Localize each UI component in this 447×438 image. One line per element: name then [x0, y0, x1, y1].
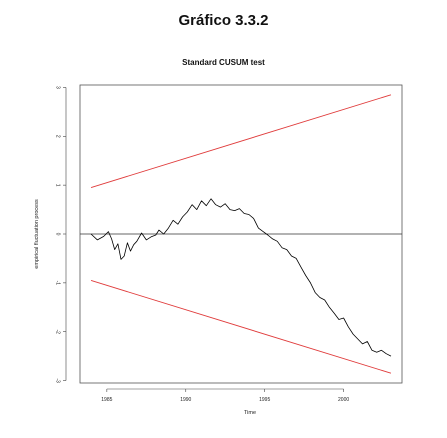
cusum-series-line — [90, 198, 392, 357]
x-tick-label: 1995 — [259, 397, 270, 403]
x-tick-label: 1985 — [101, 397, 112, 403]
upper-boundary-line — [90, 94, 392, 189]
y-tick-label: -2 — [55, 329, 61, 334]
x-axis-label: Time — [244, 410, 256, 416]
x-tick-label: 1990 — [180, 397, 191, 403]
y-tick-label: 1 — [55, 184, 61, 187]
boundary-lines — [90, 94, 392, 374]
y-tick-label: 3 — [55, 86, 61, 89]
y-axis: -3 -2 -1 0 1 2 3 — [55, 86, 67, 383]
lower-boundary-line — [90, 279, 392, 374]
y-tick-label: 2 — [55, 135, 61, 138]
chart-title: Standard CUSUM test — [182, 58, 265, 67]
y-tick-label: -3 — [55, 378, 61, 383]
y-tick-label: 0 — [55, 233, 61, 236]
y-tick-label: -1 — [55, 281, 61, 286]
figure-title: Gráfico 3.3.2 — [178, 12, 269, 29]
x-tick-label: 2000 — [338, 397, 349, 403]
series-group — [90, 198, 392, 357]
y-axis-label: empirical fluctuation process — [34, 199, 40, 269]
x-axis: 1985 1990 1995 2000 — [101, 388, 349, 403]
